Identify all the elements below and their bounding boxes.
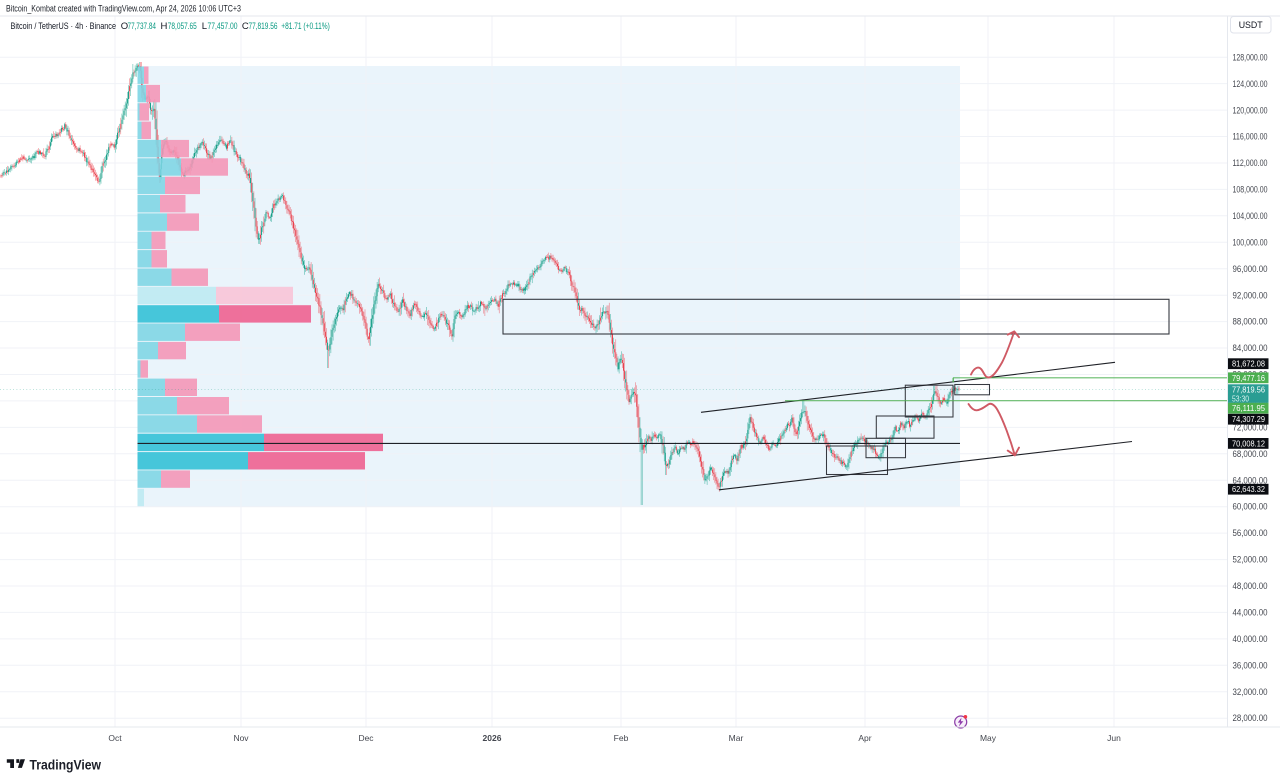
svg-text:77,457.00: 77,457.00 (208, 21, 238, 32)
svg-text:USDT: USDT (1239, 20, 1263, 30)
svg-text:128,000.00: 128,000.00 (1233, 52, 1268, 62)
svg-text:Apr: Apr (858, 733, 871, 743)
svg-text:53:30: 53:30 (1232, 393, 1249, 403)
svg-text:108,000.00: 108,000.00 (1233, 185, 1268, 195)
svg-text:77,819.56: 77,819.56 (249, 21, 278, 32)
svg-text:Bitcoin / TetherUS · 4h · Bina: Bitcoin / TetherUS · 4h · Binance (11, 21, 117, 32)
svg-text:56,000.00: 56,000.00 (1233, 528, 1268, 538)
svg-text:52,000.00: 52,000.00 (1233, 555, 1268, 565)
svg-text:TradingView: TradingView (30, 758, 102, 773)
svg-text:70,008.12: 70,008.12 (1232, 438, 1265, 448)
svg-text:77,819.56: 77,819.56 (1232, 385, 1265, 395)
svg-text:112,000.00: 112,000.00 (1233, 158, 1268, 168)
svg-text:C: C (242, 21, 249, 32)
svg-text:36,000.00: 36,000.00 (1233, 660, 1268, 670)
svg-text:28,000.00: 28,000.00 (1233, 713, 1268, 723)
svg-text:H: H (161, 21, 168, 32)
svg-text:100,000.00: 100,000.00 (1233, 237, 1268, 247)
svg-text:88,000.00: 88,000.00 (1233, 317, 1268, 327)
svg-text:120,000.00: 120,000.00 (1233, 105, 1268, 115)
svg-text:92,000.00: 92,000.00 (1233, 290, 1268, 300)
svg-text:62,643.32: 62,643.32 (1232, 484, 1265, 494)
svg-text:48,000.00: 48,000.00 (1233, 581, 1268, 591)
svg-text:O: O (121, 21, 128, 32)
svg-text:+81.71 (+0.11%): +81.71 (+0.11%) (281, 21, 330, 32)
svg-text:96,000.00: 96,000.00 (1233, 264, 1268, 274)
svg-text:Oct: Oct (108, 733, 122, 743)
svg-text:104,000.00: 104,000.00 (1233, 211, 1268, 221)
svg-text:124,000.00: 124,000.00 (1233, 79, 1268, 89)
svg-text:72,000.00: 72,000.00 (1233, 422, 1268, 432)
svg-text:May: May (980, 733, 997, 743)
svg-text:Bitcoin_Kombat created with Tr: Bitcoin_Kombat created with TradingView.… (6, 4, 241, 14)
svg-text:76,111.95: 76,111.95 (1232, 403, 1265, 413)
svg-text:2026: 2026 (483, 733, 502, 743)
svg-text:78,057.65: 78,057.65 (168, 21, 197, 32)
svg-text:84,000.00: 84,000.00 (1233, 343, 1268, 353)
svg-text:60,000.00: 60,000.00 (1233, 502, 1268, 512)
svg-text:77,737.84: 77,737.84 (128, 21, 157, 32)
svg-text:40,000.00: 40,000.00 (1233, 634, 1268, 644)
svg-text:Mar: Mar (729, 733, 744, 743)
svg-text:44,000.00: 44,000.00 (1233, 608, 1268, 618)
svg-text:Nov: Nov (233, 733, 249, 743)
svg-text:64,000.00: 64,000.00 (1233, 475, 1268, 485)
svg-text:Feb: Feb (614, 733, 629, 743)
svg-text:81,672.08: 81,672.08 (1232, 359, 1265, 369)
svg-text:Jun: Jun (1107, 733, 1121, 743)
svg-text:74,307.29: 74,307.29 (1232, 414, 1265, 424)
svg-text:116,000.00: 116,000.00 (1233, 132, 1268, 142)
svg-text:68,000.00: 68,000.00 (1233, 449, 1268, 459)
svg-text:79,477.16: 79,477.16 (1232, 373, 1265, 383)
svg-text:Dec: Dec (358, 733, 374, 743)
svg-text:L: L (202, 21, 207, 32)
svg-text:32,000.00: 32,000.00 (1233, 687, 1268, 697)
